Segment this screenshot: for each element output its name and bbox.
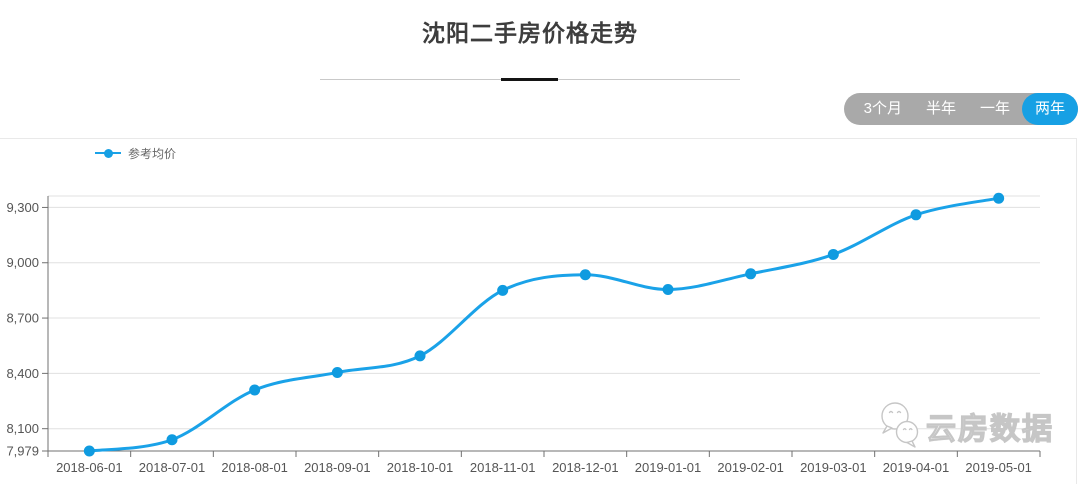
y-axis-label: 7,979 — [6, 444, 39, 459]
data-point[interactable] — [497, 284, 509, 296]
x-axis-label: 2019-05-01 — [965, 460, 1032, 475]
data-point[interactable] — [910, 209, 922, 221]
legend-line-dot-icon — [95, 148, 121, 158]
x-axis-label: 2019-04-01 — [883, 460, 950, 475]
data-point[interactable] — [993, 192, 1005, 204]
data-point[interactable] — [414, 350, 426, 362]
tab-two-years[interactable]: 两年 — [1021, 93, 1078, 125]
title-divider — [320, 78, 740, 81]
x-axis-label: 2019-01-01 — [635, 460, 702, 475]
legend-item[interactable]: 参考均价 — [95, 144, 176, 162]
price-line-series — [87, 196, 1001, 453]
x-axis-label: 2018-09-01 — [304, 460, 371, 475]
legend-label: 参考均价 — [128, 146, 177, 161]
y-axis-label: 9,000 — [6, 255, 39, 270]
data-point[interactable] — [662, 283, 674, 295]
data-point[interactable] — [331, 366, 343, 378]
tab-one-year[interactable]: 一年 — [979, 100, 1010, 117]
x-axis-label: 2018-06-01 — [56, 460, 123, 475]
data-point[interactable] — [745, 268, 757, 280]
period-tab-bar: 3个月 半年 一年 两年 — [843, 93, 1078, 125]
data-point[interactable] — [579, 269, 591, 281]
x-axis-label: 2018-08-01 — [221, 460, 288, 475]
y-axis-label: 8,700 — [6, 311, 39, 326]
chart-card: 参考均价 7,979 8,100 8,400 8,700 9,000 9,300 2018-… — [0, 138, 1077, 484]
data-point[interactable] — [83, 445, 95, 457]
y-axis-label: 8,100 — [6, 421, 39, 436]
x-axis-label: 2018-12-01 — [552, 460, 619, 475]
x-axis-label: 2018-10-01 — [387, 460, 454, 475]
price-trend-chart[interactable]: 7,979 8,100 8,400 8,700 9,000 9,300 2018-06-01… — [0, 139, 1076, 484]
data-point[interactable] — [166, 434, 178, 446]
y-axis-label: 9,300 — [6, 200, 39, 215]
x-axis-label: 2019-03-01 — [800, 460, 867, 475]
divider-accent-segment — [501, 78, 558, 81]
x-axis-label: 2018-11-01 — [470, 460, 536, 475]
tab-half-year[interactable]: 半年 — [925, 100, 956, 117]
data-point[interactable] — [827, 248, 839, 260]
data-point[interactable] — [249, 384, 261, 396]
page-title: 沈阳二手房价格走势 — [422, 20, 638, 46]
x-axis-label: 2019-02-01 — [717, 460, 784, 475]
y-axis-label: 8,400 — [6, 366, 39, 381]
tab-3-months[interactable]: 3个月 — [863, 100, 902, 117]
x-axis-label: 2018-07-01 — [139, 460, 206, 475]
